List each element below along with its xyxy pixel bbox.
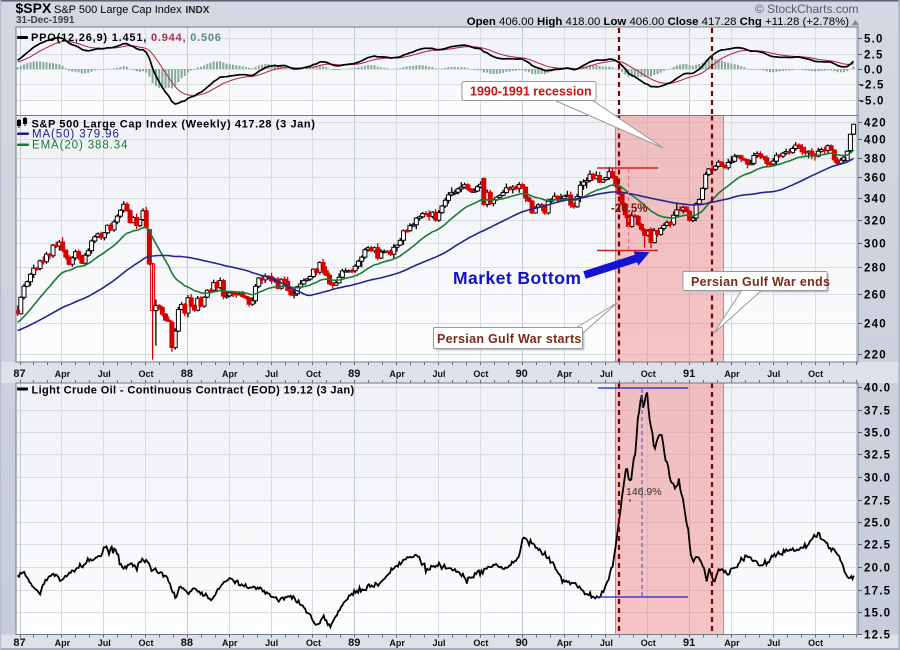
svg-text:1990-1991 recession: 1990-1991 recession — [470, 85, 592, 99]
svg-text:Persian Gulf War starts: Persian Gulf War starts — [437, 332, 582, 346]
svg-text:260: 260 — [864, 290, 887, 302]
svg-text:Jul: Jul — [600, 638, 613, 648]
svg-text:MA(50) 379.96: MA(50) 379.96 — [32, 129, 120, 141]
svg-text:Persian Gulf War ends: Persian Gulf War ends — [691, 275, 830, 289]
svg-text:Apr: Apr — [55, 369, 71, 379]
svg-text:40.0: 40.0 — [864, 383, 891, 395]
svg-text:Oct: Oct — [473, 638, 488, 648]
svg-text:91: 91 — [683, 368, 695, 380]
svg-text:Jul: Jul — [98, 369, 111, 379]
svg-text:-2.5: -2.5 — [860, 80, 885, 92]
svg-text:Oct: Oct — [139, 369, 154, 379]
svg-text:Apr: Apr — [557, 369, 573, 379]
svg-text:89: 89 — [348, 368, 360, 380]
svg-text:88: 88 — [181, 368, 193, 380]
svg-text:$SPX: $SPX — [16, 0, 52, 16]
svg-text:Jul: Jul — [767, 369, 780, 379]
svg-text:Apr: Apr — [557, 638, 573, 648]
svg-text:2.5: 2.5 — [864, 50, 884, 62]
svg-text:PPO(12,26,9) 1.451, 0.944, 0.5: PPO(12,26,9) 1.451, 0.944, 0.506 — [31, 32, 222, 44]
svg-text:340: 340 — [864, 194, 887, 206]
svg-text:Oct: Oct — [306, 638, 321, 648]
svg-text:Jul: Jul — [98, 638, 111, 648]
svg-text:Apr: Apr — [222, 369, 238, 379]
svg-text:Open 406.00 High 418.00 Low 40: Open 406.00 High 418.00 Low 406.00 Close… — [467, 16, 849, 28]
svg-text:Apr: Apr — [55, 638, 71, 648]
svg-text:Apr: Apr — [222, 638, 238, 648]
svg-text:5.0: 5.0 — [864, 34, 884, 46]
svg-text:Jul: Jul — [432, 369, 445, 379]
svg-text:87: 87 — [13, 637, 25, 649]
svg-text:Jul: Jul — [265, 638, 278, 648]
svg-text:Oct: Oct — [808, 638, 823, 648]
svg-text:420: 420 — [864, 118, 887, 130]
svg-text:© StockCharts.com: © StockCharts.com — [755, 2, 859, 16]
svg-text:300: 300 — [864, 239, 887, 251]
svg-text:90: 90 — [516, 637, 528, 649]
svg-text:Apr: Apr — [389, 369, 405, 379]
svg-text:-20.5%: -20.5% — [611, 203, 647, 215]
svg-text:37.5: 37.5 — [864, 406, 891, 418]
svg-text:15.0: 15.0 — [864, 608, 891, 620]
svg-text:Market Bottom: Market Bottom — [453, 268, 581, 288]
svg-text:25.0: 25.0 — [864, 518, 891, 530]
svg-text:Apr: Apr — [389, 638, 405, 648]
svg-text:S&P 500 Large Cap Index (Weekl: S&P 500 Large Cap Index (Weekly) 417.28 … — [32, 119, 316, 131]
svg-text:220: 220 — [864, 350, 887, 362]
svg-text:22.5: 22.5 — [864, 540, 891, 552]
svg-text:27.5: 27.5 — [864, 496, 891, 508]
svg-text:88: 88 — [181, 637, 193, 649]
svg-text:Oct: Oct — [306, 369, 321, 379]
svg-text:380: 380 — [864, 154, 887, 166]
svg-text:32.5: 32.5 — [864, 450, 891, 462]
svg-text:31-Dec-1991: 31-Dec-1991 — [16, 15, 75, 26]
svg-text:146.9%: 146.9% — [626, 486, 662, 498]
svg-text:-5.0: -5.0 — [860, 96, 885, 108]
svg-text:320: 320 — [864, 216, 887, 228]
svg-text:30.0: 30.0 — [864, 473, 891, 485]
svg-text:S&P 500 Large Cap Index: S&P 500 Large Cap Index — [54, 4, 182, 16]
svg-text:Jul: Jul — [600, 369, 613, 379]
svg-text:Apr: Apr — [724, 638, 740, 648]
svg-text:35.0: 35.0 — [864, 428, 891, 440]
svg-text:20.0: 20.0 — [864, 563, 891, 575]
svg-text:Oct: Oct — [473, 369, 488, 379]
svg-text:Light Crude Oil - Continuous C: Light Crude Oil - Continuous Contract (E… — [32, 385, 355, 397]
svg-text:Apr: Apr — [724, 369, 740, 379]
svg-text:280: 280 — [864, 263, 887, 275]
svg-text:360: 360 — [864, 173, 887, 185]
svg-text:400: 400 — [864, 135, 887, 147]
svg-text:12.5: 12.5 — [864, 630, 891, 642]
svg-text:Oct: Oct — [139, 638, 154, 648]
svg-text:87: 87 — [13, 368, 25, 380]
svg-text:91: 91 — [683, 637, 695, 649]
svg-text:89: 89 — [348, 637, 360, 649]
svg-text:Jul: Jul — [767, 638, 780, 648]
svg-text:Oct: Oct — [641, 638, 656, 648]
svg-text:240: 240 — [864, 319, 887, 331]
svg-text:Oct: Oct — [808, 369, 823, 379]
svg-text:90: 90 — [516, 368, 528, 380]
svg-text:Jul: Jul — [432, 638, 445, 648]
svg-text:EMA(20) 388.34: EMA(20) 388.34 — [32, 140, 128, 152]
svg-text:INDX: INDX — [186, 5, 210, 16]
svg-text:17.5: 17.5 — [864, 586, 891, 598]
svg-text:Jul: Jul — [265, 369, 278, 379]
svg-text:Oct: Oct — [641, 369, 656, 379]
svg-text:0.0: 0.0 — [864, 65, 884, 77]
